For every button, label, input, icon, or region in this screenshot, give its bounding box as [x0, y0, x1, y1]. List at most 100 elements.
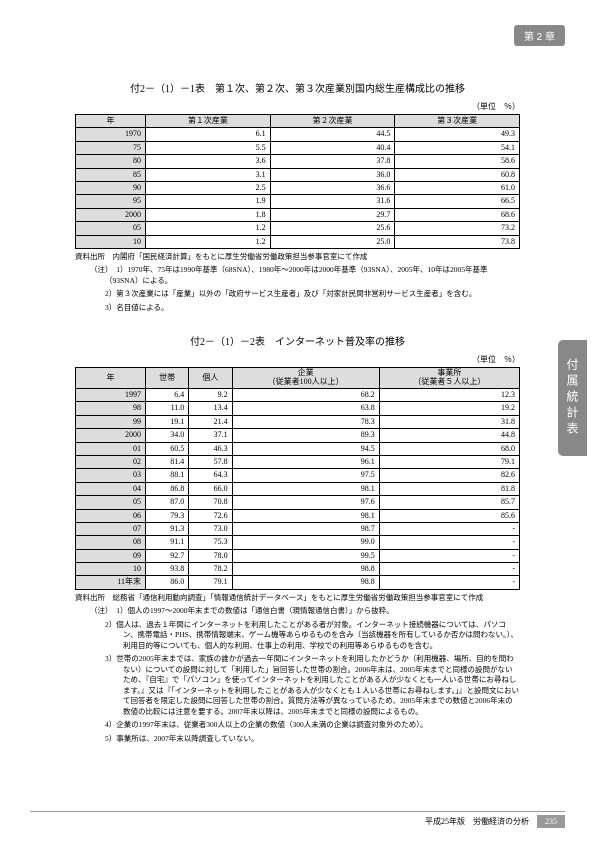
table-cell: 58.6 — [395, 155, 520, 168]
table-cell: 97.6 — [232, 496, 379, 509]
table-cell: 64.3 — [189, 469, 232, 482]
table-cell: 3.1 — [146, 168, 271, 181]
chapter-badge: 第 2 章 — [514, 25, 565, 46]
table-cell: - — [379, 549, 519, 562]
table-cell: 06 — [76, 509, 146, 522]
table-cell: 81.8 — [379, 482, 519, 495]
table1-unit: （単位 ％） — [75, 101, 520, 112]
table-cell: 98.8 — [232, 563, 379, 576]
table-cell: 78.3 — [232, 415, 379, 428]
table-cell: 75.3 — [189, 536, 232, 549]
table1-note3: 3）名目値による。 — [75, 303, 520, 314]
table-cell: 19.1 — [146, 415, 189, 428]
table-cell: 1997 — [76, 389, 146, 402]
t1-h3: 第３次産業 — [395, 115, 520, 128]
table-cell: 1.2 — [146, 235, 271, 248]
table-cell: 25.0 — [270, 235, 395, 248]
table-cell: 94.5 — [232, 442, 379, 455]
table-cell: 2000 — [76, 429, 146, 442]
table-cell: 99.0 — [232, 536, 379, 549]
table-cell: 25.6 — [270, 222, 395, 235]
table-cell: 21.4 — [189, 415, 232, 428]
table-cell: 61.0 — [395, 181, 520, 194]
table-cell: 86.0 — [146, 576, 189, 589]
table1-note1: （注） 1）1970年、75年は1990年基準（68SNA）、1980年〜200… — [75, 265, 520, 286]
table-cell: 92.7 — [146, 549, 189, 562]
table-cell: 82.6 — [379, 469, 519, 482]
table-cell: 73.2 — [395, 222, 520, 235]
t1-h1: 第１次産業 — [146, 115, 271, 128]
table-cell: 37.1 — [189, 429, 232, 442]
t2-h4: 事業所（従業者５人以上） — [379, 368, 519, 389]
table-cell: 31.6 — [270, 195, 395, 208]
table-cell: 68.2 — [232, 389, 379, 402]
table-cell: 02 — [76, 455, 146, 468]
t2-h1: 世帯 — [146, 368, 189, 389]
table-cell: 66.5 — [395, 195, 520, 208]
table-cell: 99 — [76, 415, 146, 428]
table1-source: 資料出所 内閣府「国民経済計算」をもとに厚生労働省労働政策担当参事官室にて作成 — [75, 252, 520, 263]
table2-note5: 5）事業所は、2007年末以降調査していない。 — [75, 734, 520, 745]
table-cell: 68.6 — [395, 208, 520, 221]
t2-h3: 企業（従業者100人以上） — [232, 368, 379, 389]
table-cell: 85 — [76, 168, 146, 181]
table-cell: 70.8 — [189, 496, 232, 509]
table-cell: 34.0 — [146, 429, 189, 442]
table-cell: 12.3 — [379, 389, 519, 402]
footer-line — [30, 811, 565, 812]
table-cell: 68.0 — [379, 442, 519, 455]
table-cell: 1970 — [76, 128, 146, 141]
table-cell: 07 — [76, 522, 146, 535]
table2-note3: 3）世帯の2005年末までは、家族の誰かが過去一年間にインターネットを利用したか… — [75, 654, 520, 717]
table-cell: 85.7 — [379, 496, 519, 509]
table-cell: 1.9 — [146, 195, 271, 208]
table-cell: 98 — [76, 402, 146, 415]
table-cell: 87.0 — [146, 496, 189, 509]
table2-source: 資料出所 総務省「通信利用動向調査」「情報通信統計データベース」をもとに厚生労働… — [75, 593, 520, 604]
table-cell: 04 — [76, 482, 146, 495]
table-cell: 49.3 — [395, 128, 520, 141]
table-cell: 08 — [76, 536, 146, 549]
table-cell: 2.5 — [146, 181, 271, 194]
table-cell: 73.0 — [189, 522, 232, 535]
table1-note2: 2）第３次産業には「産業」以外の「政府サービス生産者」及び「対家計民間非営利サー… — [75, 289, 520, 300]
table-cell: 98.1 — [232, 509, 379, 522]
table-cell: 85.6 — [379, 509, 519, 522]
table-cell: 5.5 — [146, 141, 271, 154]
table-cell: 79.1 — [379, 455, 519, 468]
table-cell: 01 — [76, 442, 146, 455]
table-cell: 80 — [76, 155, 146, 168]
table-cell: 72.6 — [189, 509, 232, 522]
table-cell: 54.1 — [395, 141, 520, 154]
table1-title: 付2－（1）－1表 第１次、第２次、第３次産業別国内総生産構成比の推移 — [75, 80, 520, 95]
t2-h0: 年 — [76, 368, 146, 389]
table-cell: 13.4 — [189, 402, 232, 415]
table-cell: 6.1 — [146, 128, 271, 141]
table2: 年 世帯 個人 企業（従業者100人以上） 事業所（従業者５人以上） 19976… — [75, 367, 520, 589]
table-cell: - — [379, 536, 519, 549]
table-cell: 57.8 — [189, 455, 232, 468]
table-cell: 97.5 — [232, 469, 379, 482]
table-cell: 44.8 — [379, 429, 519, 442]
table-cell: 73.8 — [395, 235, 520, 248]
table-cell: 95 — [76, 195, 146, 208]
table-cell: 11年末 — [76, 576, 146, 589]
table-cell: 2000 — [76, 208, 146, 221]
table-cell: 31.8 — [379, 415, 519, 428]
table-cell: 05 — [76, 222, 146, 235]
table-cell: 98.1 — [232, 482, 379, 495]
table-cell: 90 — [76, 181, 146, 194]
table-cell: 91.1 — [146, 536, 189, 549]
table-cell: 6.4 — [146, 389, 189, 402]
table-cell: 98.8 — [232, 576, 379, 589]
table-cell: - — [379, 563, 519, 576]
table-cell: 60.5 — [146, 442, 189, 455]
table-cell: 05 — [76, 496, 146, 509]
table-cell: 78.0 — [189, 549, 232, 562]
t2-h2: 個人 — [189, 368, 232, 389]
table-cell: 3.6 — [146, 155, 271, 168]
table-cell: 40.4 — [270, 141, 395, 154]
table-cell: 66.0 — [189, 482, 232, 495]
table-cell: 93.8 — [146, 563, 189, 576]
table-cell: 10 — [76, 235, 146, 248]
